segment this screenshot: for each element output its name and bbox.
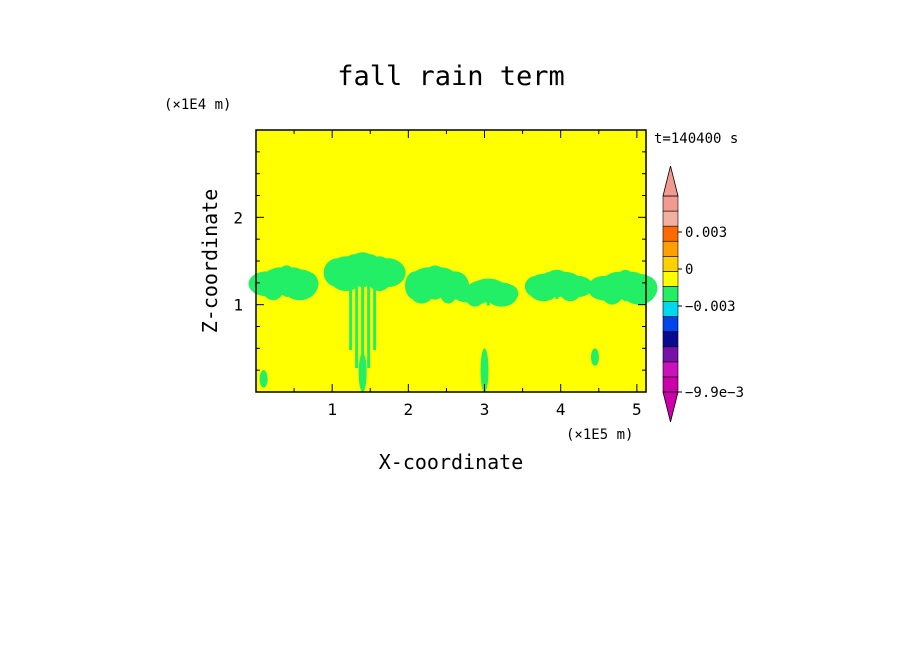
x-tick-label: 1	[327, 400, 337, 419]
green-region	[524, 269, 593, 302]
green-region	[452, 278, 519, 307]
x-tick-label: 3	[480, 400, 490, 419]
x-tick-label: 2	[404, 400, 414, 419]
green-streak	[421, 279, 425, 294]
green-streak	[433, 279, 437, 300]
y-tick-label: 2	[233, 208, 243, 227]
green-blob	[369, 258, 406, 288]
x-unit-label: (×1E5 m)	[566, 427, 633, 443]
colorbar-level	[662, 225, 679, 242]
colorbar-level	[662, 346, 679, 363]
green-streak	[498, 292, 502, 302]
green-streak	[439, 279, 443, 297]
green-streak	[486, 292, 490, 306]
green-small-feature	[358, 352, 367, 392]
time-label: t=140400 s	[654, 131, 738, 147]
green-streak	[543, 283, 547, 295]
colorbar-tick-label: −0.003	[685, 299, 736, 315]
chart-title: fall rain term	[337, 61, 565, 92]
colorbar-level	[662, 301, 679, 317]
green-streak	[296, 279, 300, 292]
x-tick-label: 4	[556, 400, 566, 419]
green-streak	[361, 266, 365, 386]
colorbar-level	[662, 376, 679, 393]
green-streak	[445, 279, 449, 294]
colorbar-level	[662, 240, 679, 257]
green-streak	[355, 266, 359, 369]
green-region	[248, 265, 319, 301]
green-streak	[623, 283, 627, 302]
green-streak	[549, 283, 553, 297]
green-streak	[427, 279, 431, 297]
green-streak	[272, 279, 276, 292]
colorbar-level	[662, 361, 679, 378]
colorbar-tick-label: 0.003	[685, 225, 727, 241]
colorbar: 0.003 0 −0.003 −9.9e−3	[662, 165, 744, 423]
green-streak	[349, 266, 353, 351]
green-streak	[474, 292, 478, 302]
colorbar-level	[662, 286, 679, 302]
green-small-feature	[480, 348, 489, 392]
green-streak	[278, 279, 282, 295]
green-blob	[294, 271, 319, 297]
green-streak	[561, 283, 565, 297]
heatmap-features	[248, 252, 658, 392]
y-unit-label: (×1E4 m)	[164, 97, 231, 113]
green-streak	[611, 283, 615, 296]
green-streak	[290, 279, 294, 295]
green-streak	[373, 266, 377, 351]
colorbar-tick-label: −9.9e−3	[685, 385, 744, 401]
x-tick-label: 5	[632, 400, 642, 419]
green-small-feature	[590, 348, 599, 366]
y-axis-title: Z-coordinate	[198, 189, 222, 334]
colorbar-tick-label: 0	[685, 262, 693, 278]
green-streak	[367, 266, 371, 369]
colorbar-level	[662, 271, 679, 287]
green-streak	[284, 279, 288, 297]
colorbar-level	[662, 256, 679, 272]
colorbar-under-arrow	[662, 391, 679, 423]
plot-area: 1 2 3 4 5 1 2	[233, 129, 658, 419]
axis-ticks: 1 2 3 4 5 1 2	[233, 130, 646, 419]
colorbar-level	[662, 210, 679, 227]
y-tick-label: 1	[233, 296, 243, 315]
colorbar-level	[662, 331, 679, 348]
colorbar-over-arrow	[662, 165, 679, 197]
green-streak	[567, 283, 571, 295]
green-small-feature	[259, 370, 268, 388]
green-streak	[617, 283, 621, 299]
green-streak	[492, 292, 496, 304]
heatmap-background	[256, 130, 646, 392]
green-streak	[555, 283, 559, 300]
green-region	[323, 252, 406, 386]
green-streak	[629, 283, 633, 299]
x-axis-title: X-coordinate	[379, 450, 524, 474]
colorbar-level	[662, 316, 679, 332]
green-blob	[498, 284, 519, 303]
green-streak	[480, 292, 484, 304]
colorbar-level	[662, 195, 679, 212]
green-streak	[635, 283, 639, 296]
